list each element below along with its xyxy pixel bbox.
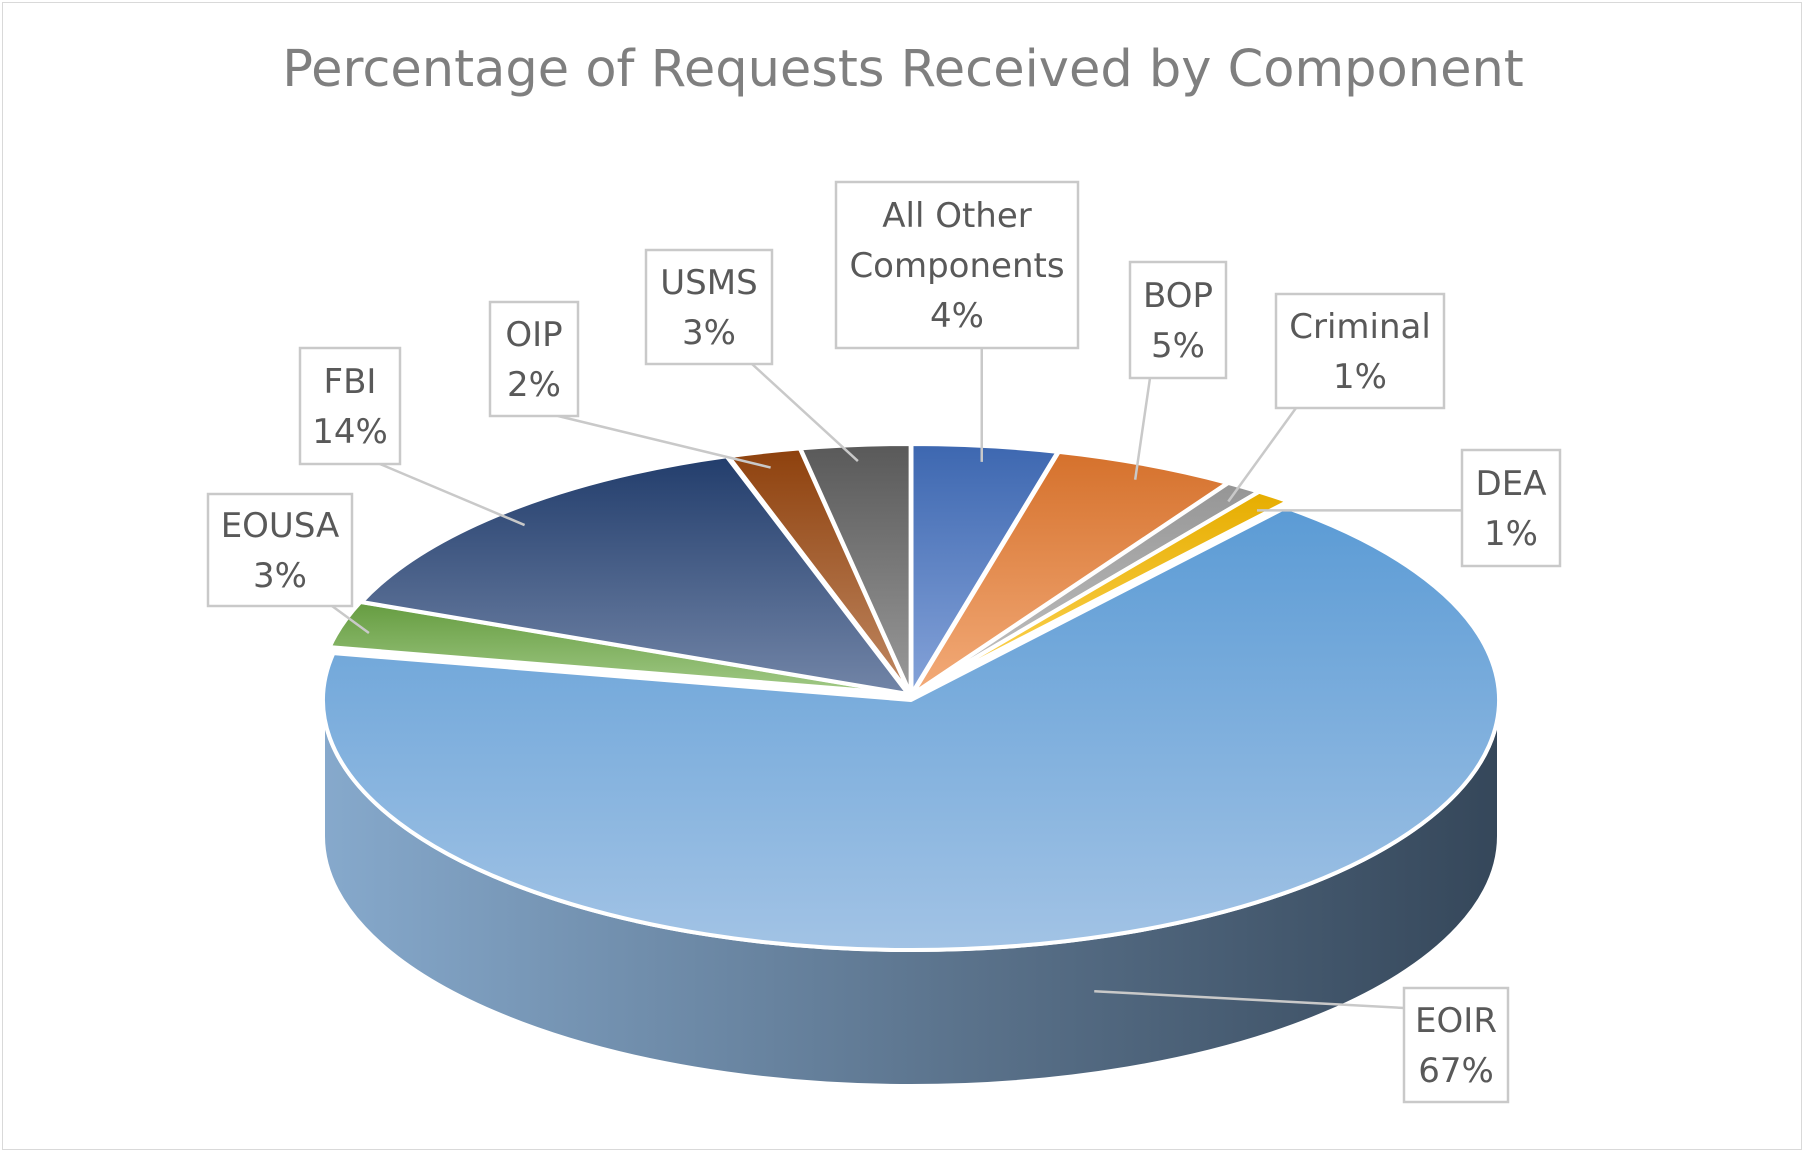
pie-slice-dea	[911, 489, 1291, 696]
data-label-name-all-other-components-2: Components	[849, 246, 1064, 286]
data-label-name-criminal: Criminal	[1289, 307, 1431, 347]
data-label-name-eousa: EOUSA	[221, 506, 340, 546]
data-label-value-eousa: 3%	[253, 556, 307, 596]
data-label-name-all-other-components-1: All Other	[882, 196, 1032, 236]
data-label-name-bop: BOP	[1143, 276, 1213, 316]
data-label-value-all-other-components: 4%	[930, 296, 984, 336]
data-label-name-fbi: FBI	[324, 362, 377, 402]
callout-box-criminal	[1274, 292, 1446, 410]
data-label-name-oip: OIP	[505, 315, 562, 355]
data-label-name-eoir: EOIR	[1415, 1001, 1497, 1041]
pie-slice-bop	[910, 449, 1230, 696]
callout-box-usms	[644, 248, 774, 366]
leader-line-fbi	[379, 462, 526, 527]
callout-box-eoir	[1402, 986, 1510, 1104]
callout-box-all-other-components	[834, 180, 1080, 350]
leader-line-usms	[751, 363, 859, 462]
data-label-value-fbi: 14%	[312, 412, 388, 452]
leader-line-oip	[557, 414, 771, 469]
data-label-name-usms: USMS	[660, 263, 757, 303]
callout-box-fbi	[298, 346, 402, 466]
leader-line-bop	[1133, 377, 1152, 480]
pie-slice-eoir	[321, 505, 1501, 952]
data-label-value-criminal: 1%	[1333, 357, 1387, 397]
leader-line-criminal	[1227, 407, 1298, 503]
callout-box-dea	[1460, 448, 1562, 568]
callout-box-oip	[488, 300, 580, 418]
data-label-value-oip: 2%	[507, 365, 561, 405]
leader-line-eousa	[331, 604, 370, 635]
data-label-name-dea: DEA	[1476, 464, 1547, 504]
leader-line-eoir	[1094, 989, 1405, 1010]
callout-box-eousa	[206, 492, 354, 608]
data-label-value-dea: 1%	[1484, 514, 1538, 554]
data-label-value-eoir: 67%	[1418, 1051, 1494, 1091]
data-label-value-bop: 5%	[1151, 326, 1205, 366]
pie-slice-usms	[798, 442, 913, 696]
chart-title: Percentage of Requests Received by Compo…	[282, 40, 1524, 99]
callout-box-bop	[1128, 260, 1228, 380]
data-label-value-usms: 3%	[682, 313, 736, 353]
